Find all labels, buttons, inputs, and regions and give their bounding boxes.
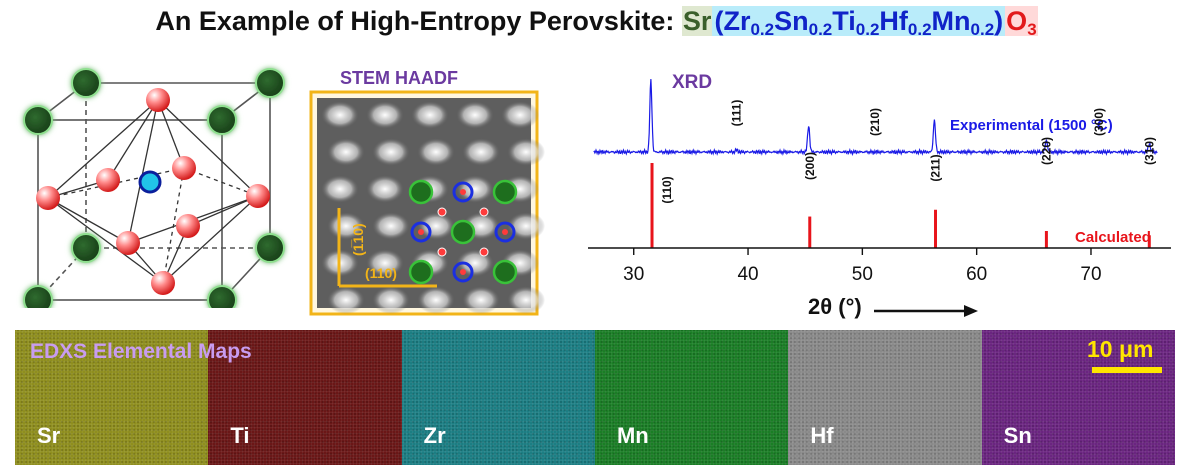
atom-column-spot [321, 175, 359, 203]
edxs-map-zr: Zr [401, 330, 595, 465]
xrd-chart: XRD Experimental (1500 °C) (110) (111) (20… [588, 72, 1171, 319]
xrd-hkl-label: (111) [730, 100, 744, 127]
atom-column-spot [366, 101, 404, 129]
edxs-map-hf: Hf [788, 330, 982, 465]
title-prefix: An Example of High-Entropy Perovskite: [155, 6, 682, 36]
b-site-marker [410, 221, 432, 243]
xrd-tick-label: 70 [1080, 264, 1101, 285]
xrd-hkl-label: (110) [660, 176, 674, 203]
sr-site-marker [408, 179, 434, 205]
b-site-marker [494, 221, 516, 243]
sr-site-marker [450, 219, 476, 245]
oxygen-site-marker [479, 247, 489, 257]
oxygen-site-marker [437, 207, 447, 217]
atom-column-spot [507, 138, 545, 166]
atom-column-spot [372, 138, 410, 166]
b-site-fraction: 0.2 [808, 20, 833, 39]
xrd-hkl-label: (300) [1092, 108, 1106, 136]
b-site-center-dot [460, 269, 466, 275]
atom-column-spot [366, 175, 404, 203]
atom-column-spot [501, 101, 539, 129]
oxygen-atoms [36, 88, 270, 295]
atom-column-spot [456, 101, 494, 129]
atom-column-spot [366, 249, 404, 277]
xrd-tick-label: 50 [852, 264, 873, 285]
edxs-label: EDXS Elemental Maps [30, 340, 252, 363]
b-site-formula: (Zr0.2Sn0.2Ti0.2Hf0.2Mn0.2) [712, 6, 1006, 39]
atom-column-spot [327, 138, 365, 166]
atom-column-spot [411, 101, 449, 129]
b-site-marker [452, 181, 474, 203]
stem-label: STEM HAADF [340, 68, 458, 88]
edxs-map-sn: Sn [981, 330, 1175, 465]
xrd-tick-label: 30 [623, 264, 644, 285]
b-site-center-dot [418, 229, 424, 235]
edxs-map-mn: Mn [594, 330, 789, 465]
atom-column-spot [507, 286, 545, 314]
b-site-atom [138, 170, 162, 194]
sr-site-marker [492, 179, 518, 205]
atom-column-spot [507, 212, 545, 240]
b-site-fraction: 0.2 [750, 20, 775, 39]
x-site-element: O3 [1005, 6, 1038, 39]
scale-bar [1092, 367, 1162, 373]
atom-column-spot [327, 212, 365, 240]
perovskite-crystal-structure [23, 68, 285, 308]
xrd-hkl-label: (310) [1142, 137, 1156, 165]
stem-haadf-image: (1̅10) (110) [309, 90, 545, 316]
edxs-element-label: Mn [616, 423, 649, 448]
arrow-head-icon [964, 305, 978, 317]
xrd-x-axis-label: 2θ (°) [808, 294, 862, 319]
edxs-element-label: Sr [37, 423, 61, 448]
edxs-element-label: Ti [230, 423, 250, 448]
atom-column-spot [327, 286, 365, 314]
xrd-title: XRD [672, 72, 712, 93]
atom-column-spot [462, 138, 500, 166]
figure-title: An Example of High-Entropy Perovskite: S… [0, 6, 1193, 40]
sr-atoms [23, 68, 285, 308]
b-site-element: Zr [723, 6, 751, 36]
scale-bar-label: 10 μm [1087, 336, 1154, 362]
edxs-map-sr: Sr [15, 330, 209, 465]
xrd-calculated-legend: Calculated [1075, 229, 1151, 246]
b-site-element: Ti [832, 6, 856, 36]
sr-site-marker [492, 259, 518, 285]
edxs-element-label: Zr [423, 423, 446, 448]
b-site-marker [452, 261, 474, 283]
atom-column-spot [417, 286, 455, 314]
xrd-hkl-label: (211) [929, 154, 943, 181]
sr-site-marker [408, 259, 434, 285]
b-site-center-dot [460, 189, 466, 195]
xrd-experimental-legend: Experimental (1500 °C) [950, 117, 1113, 134]
atom-column-spot [456, 175, 494, 203]
oxygen-site-marker [479, 207, 489, 217]
b-site-fraction: 0.2 [970, 20, 995, 39]
direction-label-horizontal: (110) [365, 265, 397, 281]
atom-column-spot [462, 286, 500, 314]
b-site-fraction: 0.2 [855, 20, 880, 39]
xrd-experimental-series [593, 79, 1158, 157]
atom-column-spot [417, 212, 455, 240]
b-site-fraction: 0.2 [907, 20, 932, 39]
edxs-map-ti: Ti [208, 330, 402, 465]
xrd-hkl-label: (210) [868, 108, 882, 136]
atom-column-spot [321, 101, 359, 129]
xrd-hkl-label: (200) [803, 152, 817, 180]
xrd-hkl-label: (220) [1039, 137, 1053, 165]
oxygen-site-marker [437, 247, 447, 257]
edxs-element-label: Hf [810, 423, 834, 448]
edxs-maps: Sr Ti Zr Mn Hf Sn [15, 330, 1175, 465]
b-site-element: Mn [931, 6, 971, 36]
atom-column-spot [417, 138, 455, 166]
atom-column-spot [372, 286, 410, 314]
a-site-element: Sr [681, 6, 713, 36]
xrd-tick-label: 40 [737, 264, 758, 285]
xrd-tick-label: 60 [966, 264, 987, 285]
b-site-element: Sn [774, 6, 809, 36]
b-site-center-dot [502, 229, 508, 235]
direction-label-vertical: (1̅10) [350, 223, 366, 256]
edxs-element-label: Sn [1003, 423, 1032, 448]
atom-column-spot [372, 212, 410, 240]
b-site-element: Hf [879, 6, 908, 36]
